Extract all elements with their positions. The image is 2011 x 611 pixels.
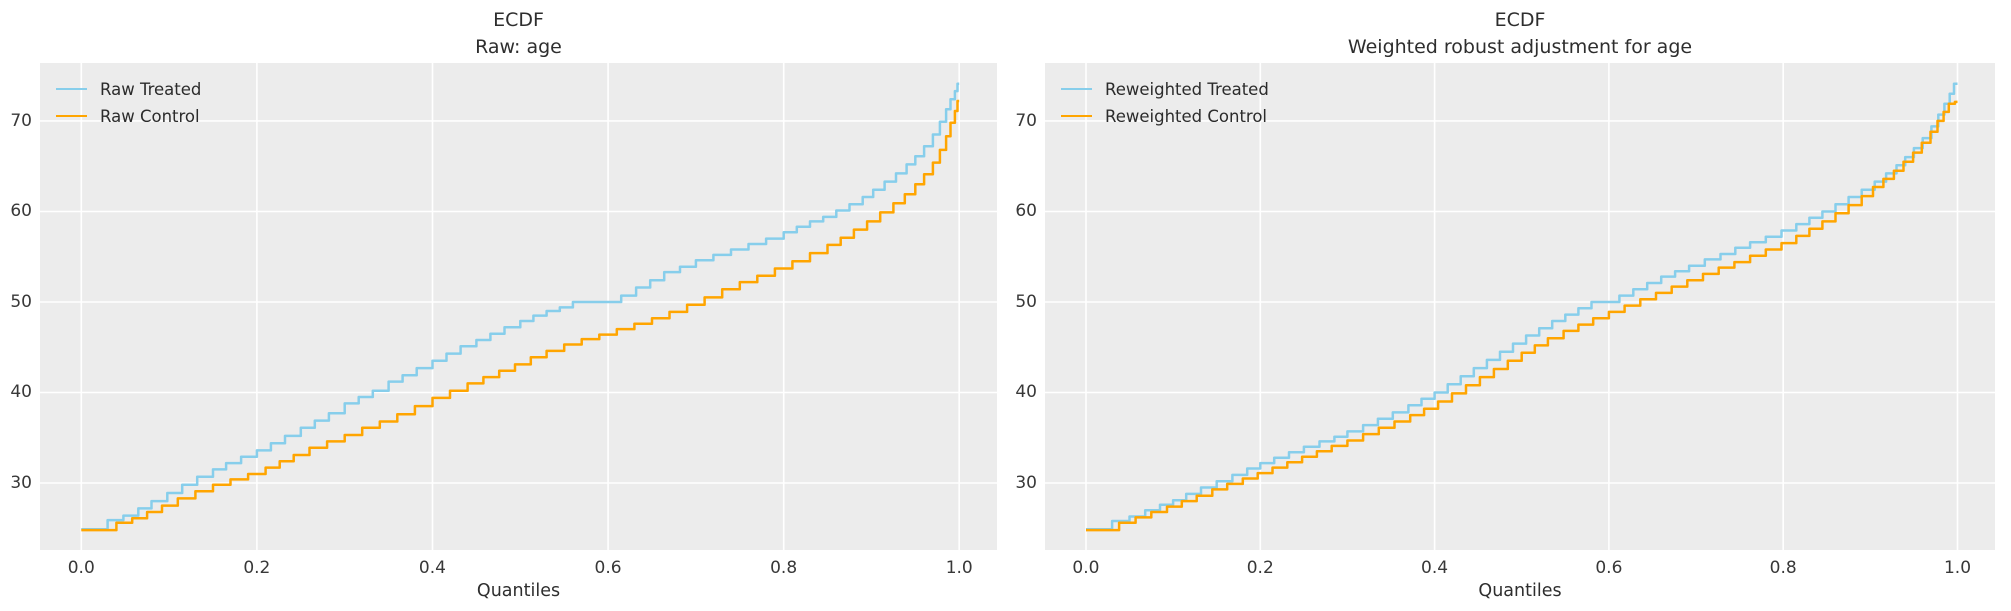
legend-label: Raw Treated	[100, 79, 202, 99]
weighted-chart-canvas	[1045, 63, 1995, 550]
x-axis-label-raw: Quantiles	[476, 581, 561, 601]
y-tick-label: 50	[10, 291, 32, 312]
x-tick-label: 0.6	[1595, 558, 1623, 578]
x-tick-label: 0.2	[243, 558, 271, 578]
x-tick-label: 1.0	[1943, 558, 1972, 578]
y-tick-label: 30	[10, 473, 32, 493]
title-line: ECDF	[1494, 9, 1546, 31]
y-tick-label: 30	[1015, 473, 1037, 493]
chart-title-raw: ECDF Raw: age	[40, 7, 997, 61]
x-tick-label: 0.0	[67, 558, 95, 578]
x-tick-label: 0.8	[770, 558, 798, 578]
legend-raw: Raw Treated Raw Control	[56, 77, 201, 128]
legend-item-control: Raw Control	[56, 104, 201, 128]
treated-line-swatch	[1061, 88, 1092, 90]
raw-chart-canvas	[40, 63, 997, 550]
y-tick-label: 70	[10, 110, 32, 131]
x-axis-label-weighted: Quantiles	[1478, 581, 1562, 601]
chart-title-weighted: ECDF Weighted robust adjustment for age	[1045, 7, 1995, 61]
x-tick-label: 0.8	[1769, 558, 1797, 578]
x-tick-label: 0.6	[594, 558, 622, 578]
legend-item-treated: Raw Treated	[56, 77, 201, 101]
y-tick-label: 60	[1015, 201, 1037, 222]
y-tick-label: 50	[1015, 291, 1037, 312]
plot-area-raw: Raw Treated Raw Control	[40, 63, 997, 550]
x-tick-label: 1.0	[945, 558, 973, 578]
x-tick-label: 0.4	[1421, 558, 1449, 578]
subtitle-line: Raw: age	[475, 36, 562, 58]
y-tick-label: 40	[10, 382, 32, 403]
legend-item-control: Reweighted Control	[1061, 104, 1269, 128]
legend-label: Reweighted Treated	[1105, 79, 1269, 99]
legend-weighted: Reweighted Treated Reweighted Control	[1061, 77, 1269, 128]
title-line: ECDF	[493, 9, 544, 31]
x-tick-label: 0.2	[1246, 558, 1274, 578]
control-line-swatch	[56, 115, 87, 117]
subtitle-line: Weighted robust adjustment for age	[1347, 36, 1693, 58]
legend-label: Raw Control	[100, 106, 200, 126]
plot-area-weighted: Reweighted Treated Reweighted Control	[1045, 63, 1995, 550]
x-tick-label: 0.0	[1072, 558, 1100, 578]
y-tick-label: 70	[1015, 110, 1037, 131]
treated-line-swatch	[56, 88, 87, 90]
legend-label: Reweighted Control	[1105, 106, 1268, 126]
legend-item-treated: Reweighted Treated	[1061, 77, 1269, 101]
y-tick-label: 40	[1015, 382, 1037, 403]
control-line-swatch	[1061, 115, 1092, 117]
x-tick-label: 0.4	[418, 558, 446, 578]
y-tick-label: 60	[10, 201, 32, 222]
